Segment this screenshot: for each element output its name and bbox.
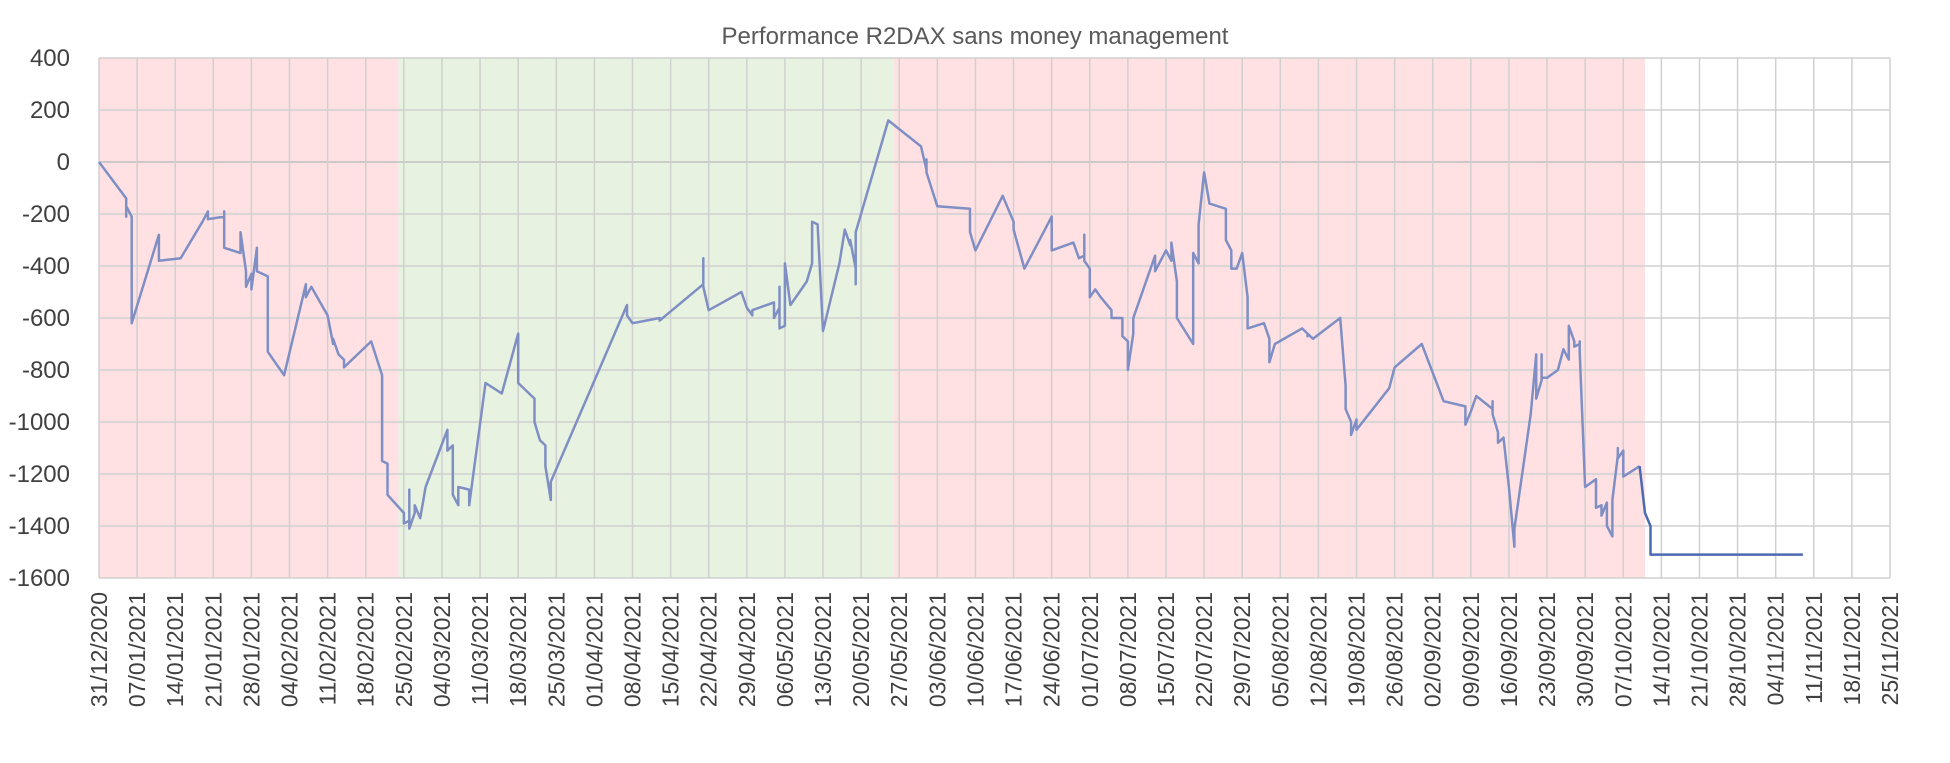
x-tick-label: 29/07/2021 — [1229, 592, 1255, 707]
x-tick-label: 30/09/2021 — [1572, 592, 1598, 707]
x-tick-label: 18/03/2021 — [505, 592, 531, 707]
y-tick-label: -1400 — [9, 513, 70, 540]
x-tick-label: 25/03/2021 — [543, 592, 569, 707]
x-tick-label: 10/06/2021 — [962, 592, 988, 707]
x-tick-label: 15/07/2021 — [1153, 592, 1179, 707]
x-tick-label: 13/05/2021 — [810, 592, 836, 707]
x-tick-label: 07/10/2021 — [1610, 592, 1636, 707]
x-tick-label: 08/04/2021 — [620, 592, 646, 707]
x-tick-label: 18/02/2021 — [353, 592, 379, 707]
x-tick-label: 01/04/2021 — [581, 592, 607, 707]
x-tick-label: 21/01/2021 — [200, 592, 226, 707]
y-tick-label: -800 — [22, 357, 70, 384]
x-tick-label: 22/04/2021 — [696, 592, 722, 707]
x-tick-label: 11/11/2021 — [1801, 592, 1827, 704]
x-tick-label: 18/11/2021 — [1839, 592, 1865, 705]
x-tick-label: 04/11/2021 — [1763, 592, 1789, 705]
series-line-2 — [1638, 466, 1803, 556]
x-tick-label: 09/09/2021 — [1458, 592, 1484, 707]
x-tick-label: 29/04/2021 — [734, 592, 760, 707]
y-tick-label: 400 — [30, 45, 70, 72]
y-tick-label: -1200 — [9, 461, 70, 488]
y-tick-label: -400 — [22, 253, 70, 280]
x-tick-label: 27/05/2021 — [886, 592, 912, 707]
x-tick-label: 06/05/2021 — [772, 592, 798, 707]
x-tick-label: 14/01/2021 — [162, 592, 188, 707]
x-tick-label: 11/03/2021 — [467, 592, 493, 705]
y-axis: 400 200 0 -200 -400 -600 -800 -1000 -1200 -1400 -1… — [9, 45, 70, 592]
x-tick-label: 28/10/2021 — [1725, 592, 1751, 707]
x-tick-label: 15/04/2021 — [658, 592, 684, 707]
x-tick-label: 01/07/2021 — [1077, 592, 1103, 707]
x-tick-label: 16/09/2021 — [1496, 592, 1522, 707]
x-tick-label: 25/11/2021 — [1877, 592, 1903, 705]
series-line-1 — [97, 119, 1641, 549]
x-tick-label: 19/08/2021 — [1344, 592, 1370, 707]
x-tick-label: 31/12/2020 — [86, 592, 112, 707]
series-lines — [97, 119, 1803, 556]
x-tick-label: 11/02/2021 — [315, 592, 341, 705]
chart-title: Performance R2DAX sans money management — [722, 23, 1229, 50]
x-tick-label: 12/08/2021 — [1305, 592, 1331, 707]
x-tick-label: 23/09/2021 — [1534, 592, 1560, 707]
x-tick-label: 04/03/2021 — [429, 592, 455, 707]
x-tick-label: 08/07/2021 — [1115, 592, 1141, 707]
x-tick-label: 21/10/2021 — [1687, 592, 1713, 707]
y-tick-label: 200 — [30, 97, 70, 124]
y-tick-label: 0 — [57, 149, 70, 176]
y-tick-label: -1600 — [9, 565, 70, 592]
x-tick-label: 17/06/2021 — [1001, 592, 1027, 707]
x-tick-label: 14/10/2021 — [1648, 592, 1674, 707]
y-tick-label: -600 — [22, 305, 70, 332]
y-tick-label: -1000 — [9, 409, 70, 436]
x-tick-label: 04/02/2021 — [277, 592, 303, 707]
x-tick-label: 05/08/2021 — [1267, 592, 1293, 707]
x-tick-label: 26/08/2021 — [1382, 592, 1408, 707]
x-tick-label: 22/07/2021 — [1191, 592, 1217, 707]
y-tick-label: -200 — [22, 201, 70, 228]
x-tick-label: 28/01/2021 — [238, 592, 264, 707]
x-tick-label: 24/06/2021 — [1039, 592, 1065, 707]
x-axis: 31/12/2020 07/01/2021 14/01/2021 21/01/2021… — [86, 592, 1903, 707]
x-tick-label: 02/09/2021 — [1420, 592, 1446, 707]
x-tick-label: 20/05/2021 — [848, 592, 874, 707]
x-tick-label: 25/02/2021 — [391, 592, 417, 707]
x-tick-label: 03/06/2021 — [924, 592, 950, 707]
x-tick-label: 07/01/2021 — [124, 592, 150, 707]
